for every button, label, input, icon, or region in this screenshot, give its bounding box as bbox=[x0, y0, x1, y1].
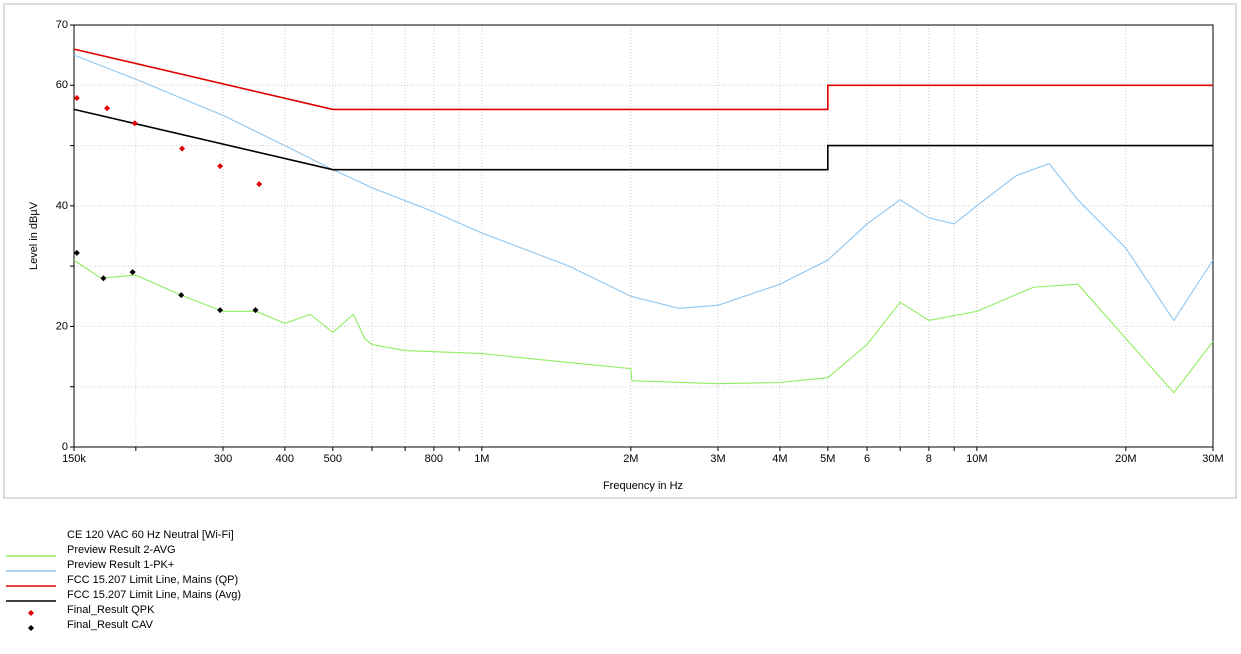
x-tick-label: 6 bbox=[864, 453, 870, 465]
x-tick-label: 3M bbox=[710, 453, 725, 465]
x-tick-label: 2M bbox=[623, 453, 638, 465]
y-tick-label: 70 bbox=[56, 19, 68, 31]
legend-label: Preview Result 1-PK+ bbox=[67, 559, 174, 571]
y-tick-label: 60 bbox=[56, 79, 68, 91]
x-tick-label: 20M bbox=[1115, 453, 1136, 465]
data-point bbox=[100, 275, 107, 282]
series-line bbox=[73, 108, 1213, 171]
x-axis-label: Frequency in Hz bbox=[603, 480, 683, 492]
data-point bbox=[73, 94, 80, 101]
y-tick-label: 20 bbox=[56, 320, 68, 332]
legend-label: Final_Result QPK bbox=[67, 604, 155, 616]
series-line bbox=[73, 48, 1213, 111]
legend-label: FCC 15.207 Limit Line, Mains (Avg) bbox=[67, 589, 241, 601]
legend-swatch bbox=[28, 625, 34, 631]
legend-label: Preview Result 2-AVG bbox=[67, 544, 176, 556]
legend-title: CE 120 VAC 60 Hz Neutral [Wi-Fi] bbox=[67, 529, 234, 541]
x-tick-label: 300 bbox=[214, 453, 232, 465]
data-point bbox=[104, 105, 111, 112]
x-tick-label: 10M bbox=[966, 453, 987, 465]
legend-label: FCC 15.207 Limit Line, Mains (QP) bbox=[67, 574, 238, 586]
x-tick-label: 4M bbox=[772, 453, 787, 465]
x-tick-label: 500 bbox=[324, 453, 342, 465]
x-tick-label: 30M bbox=[1202, 453, 1223, 465]
series-line bbox=[73, 259, 1214, 394]
x-tick-label: 8 bbox=[926, 453, 932, 465]
y-tick-label: 40 bbox=[56, 200, 68, 212]
data-point bbox=[178, 292, 185, 299]
x-tick-label: 150k bbox=[62, 453, 86, 465]
data-point bbox=[73, 249, 80, 256]
data-point bbox=[217, 163, 224, 170]
x-tick-label: 800 bbox=[425, 453, 443, 465]
series-line bbox=[73, 54, 1214, 322]
legend-label: Final_Result CAV bbox=[67, 619, 154, 631]
data-point bbox=[131, 120, 138, 127]
y-tick-label: 0 bbox=[62, 441, 68, 453]
data-point bbox=[256, 181, 263, 188]
chart-frame bbox=[3, 3, 1237, 499]
data-point bbox=[217, 307, 224, 314]
data-point bbox=[252, 307, 259, 314]
x-tick-label: 5M bbox=[820, 453, 835, 465]
plot-frame bbox=[73, 24, 1214, 448]
legend-swatch bbox=[28, 610, 34, 616]
y-axis-label: Level in dBµV bbox=[28, 201, 40, 270]
data-point bbox=[179, 145, 186, 152]
data-point bbox=[129, 269, 136, 276]
x-tick-label: 1M bbox=[474, 453, 489, 465]
x-tick-label: 400 bbox=[276, 453, 294, 465]
